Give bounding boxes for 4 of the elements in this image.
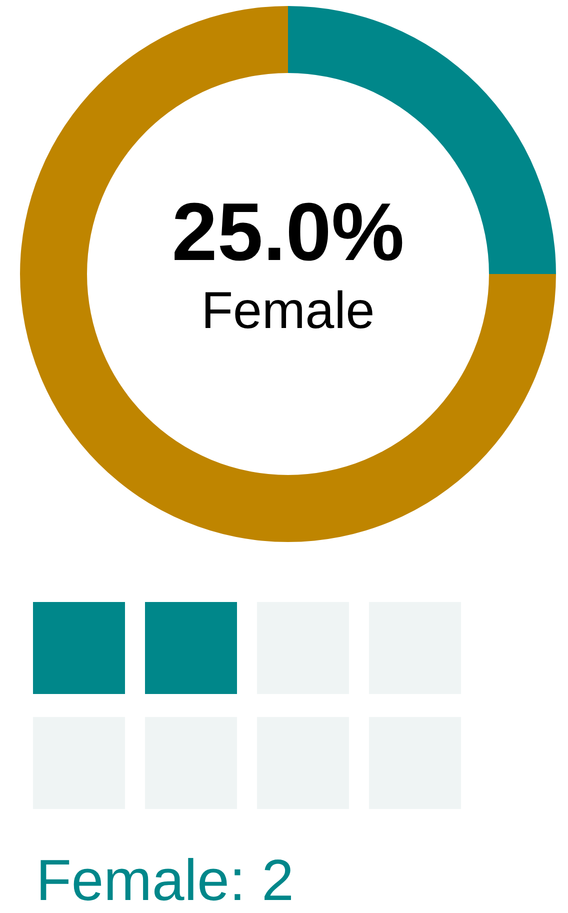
donut-slice [20,6,556,542]
text: Female: 2 [36,848,294,913]
data-label: 25.0% [172,187,404,278]
slice-label: Female [201,282,375,340]
